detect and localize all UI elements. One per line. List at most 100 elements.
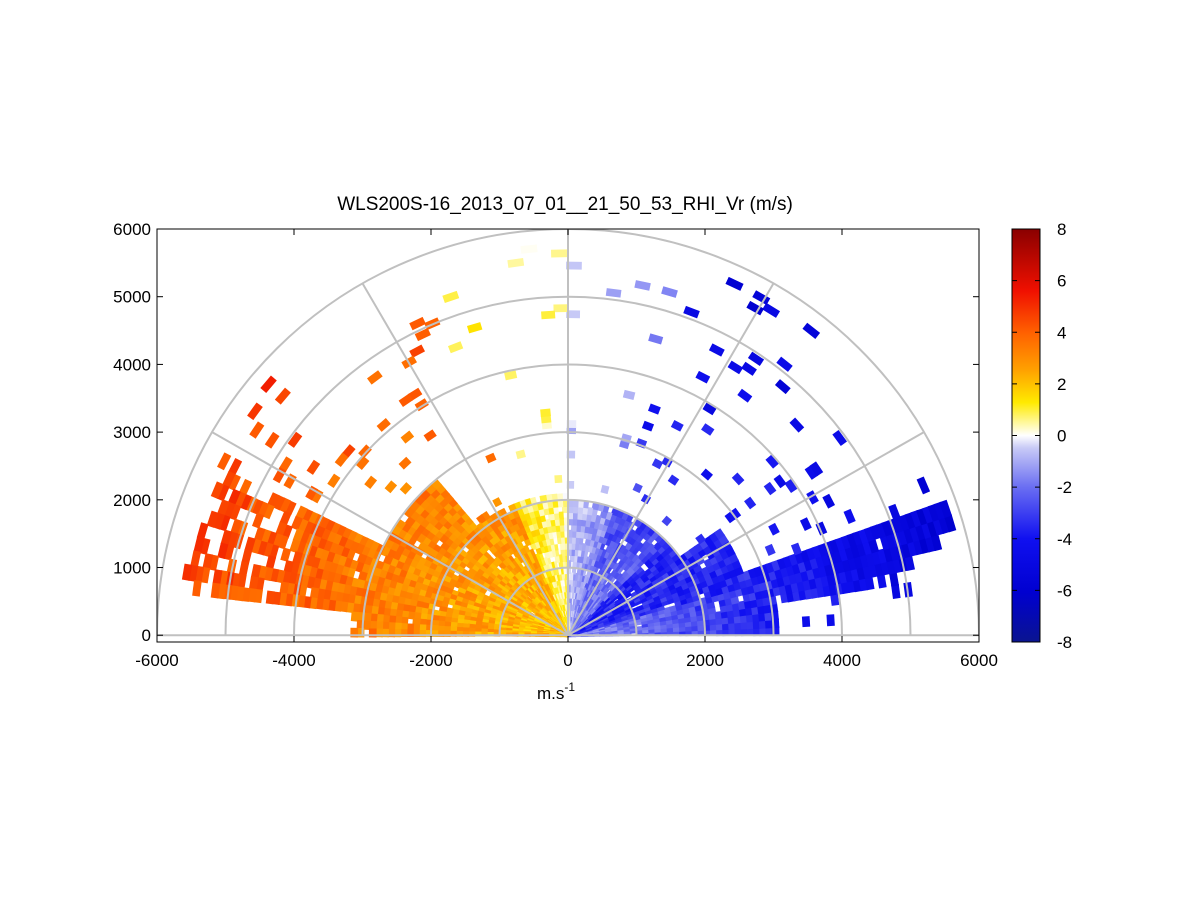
velocity-cell (247, 402, 263, 421)
velocity-cell (492, 497, 503, 508)
colorbar-tick-label: -6 (1057, 581, 1072, 600)
velocity-cell (522, 544, 531, 554)
velocity-cell (367, 370, 383, 385)
velocity-cell (271, 532, 283, 548)
y-tick-label: 4000 (113, 355, 151, 374)
velocity-cell (802, 322, 821, 339)
velocity-cell (233, 491, 247, 508)
velocity-cell (292, 528, 305, 543)
velocity-cell (398, 393, 414, 408)
velocity-cell (381, 621, 390, 631)
colorbar-tick-label: 2 (1057, 375, 1066, 394)
x-axis-label-base: m.s (537, 684, 564, 703)
velocity-cell (826, 614, 835, 627)
velocity-cell (541, 310, 556, 320)
velocity-cell (759, 627, 768, 637)
velocity-cell (617, 544, 627, 554)
velocity-cell (181, 563, 193, 581)
x-tick-label: -4000 (272, 651, 315, 670)
y-tick-label: 6000 (113, 220, 151, 239)
x-axis-label: m.s-1 (537, 680, 575, 703)
velocity-cell (634, 565, 644, 575)
velocity-cell (412, 623, 421, 632)
velocity-cell (284, 500, 297, 516)
velocity-cell (908, 525, 921, 543)
velocity-cell (566, 310, 581, 319)
velocity-cell (790, 542, 802, 556)
velocity-cell (418, 624, 427, 632)
velocity-cell (256, 500, 270, 517)
velocity-cell (190, 550, 202, 568)
velocity-cell (700, 468, 713, 481)
velocity-cell (553, 304, 568, 313)
velocity-cell (630, 553, 640, 563)
velocity-cell (734, 627, 743, 637)
velocity-cell (558, 560, 564, 569)
velocity-cell (568, 572, 574, 581)
velocity-cell (635, 625, 644, 631)
velocity-cell (789, 417, 805, 433)
velocity-cell (610, 561, 620, 571)
velocity-cell (439, 541, 451, 553)
velocity-cell (406, 623, 415, 632)
x-axis: -6000 -4000 -2000 0 2000 4000 6000 (135, 229, 998, 670)
velocity-cell (843, 508, 856, 524)
velocity-cell (515, 449, 526, 460)
velocity-cell (362, 620, 372, 630)
velocity-cell (193, 536, 205, 554)
velocity-cell (728, 628, 737, 636)
velocity-cell (740, 620, 749, 630)
velocity-cell (875, 522, 888, 539)
velocity-cell (888, 503, 901, 521)
velocity-cell (309, 587, 320, 600)
velocity-cell (939, 499, 952, 518)
velocity-cell (430, 624, 439, 632)
velocity-cell (212, 512, 225, 530)
velocity-cell (746, 300, 764, 316)
colorbar-ticks: 8 6 4 2 0 -2 -4 -6 -8 (1012, 220, 1072, 652)
velocity-cell (627, 528, 637, 539)
velocity-cell (765, 626, 774, 636)
velocity-cell (265, 555, 277, 570)
velocity-cell (763, 481, 777, 496)
velocity-cell (764, 611, 773, 622)
velocity-cell (784, 479, 798, 494)
velocity-cell (289, 538, 301, 554)
radial-line (361, 282, 569, 636)
velocity-cell (260, 375, 277, 394)
velocity-cell (275, 521, 288, 537)
velocity-cell (512, 556, 522, 566)
velocity-cell (447, 341, 464, 354)
colorbar-tick-label: 6 (1057, 272, 1066, 291)
velocity-cell (747, 351, 765, 366)
velocity-cell (278, 456, 293, 473)
velocity-cell (752, 619, 761, 630)
velocity-cell (932, 517, 945, 536)
velocity-cell (306, 459, 321, 475)
velocity-cell (744, 496, 757, 510)
velocity-cell (465, 548, 476, 559)
velocity-cell (409, 344, 426, 358)
velocity-cell (762, 302, 781, 318)
velocity-cell (262, 503, 275, 520)
velocity-cell (414, 328, 431, 342)
velocity-cell (212, 569, 223, 586)
velocity-cell (559, 542, 566, 551)
velocity-cell (927, 503, 941, 522)
velocity-cell (357, 570, 368, 583)
velocity-cell (551, 249, 568, 258)
velocity-cell (768, 522, 780, 536)
velocity-cell (522, 565, 531, 575)
velocity-cell (249, 421, 265, 439)
velocity-cell (329, 521, 341, 535)
velocity-cell (278, 497, 292, 513)
velocity-cell (403, 506, 416, 519)
y-tick-label: 3000 (113, 423, 151, 442)
velocity-cell (571, 505, 579, 514)
velocity-cell (832, 429, 848, 447)
velocity-cell (467, 567, 478, 577)
velocity-cell (218, 514, 231, 532)
velocity-cell (840, 534, 853, 550)
velocity-cell (661, 515, 673, 527)
velocity-cell (280, 547, 292, 562)
